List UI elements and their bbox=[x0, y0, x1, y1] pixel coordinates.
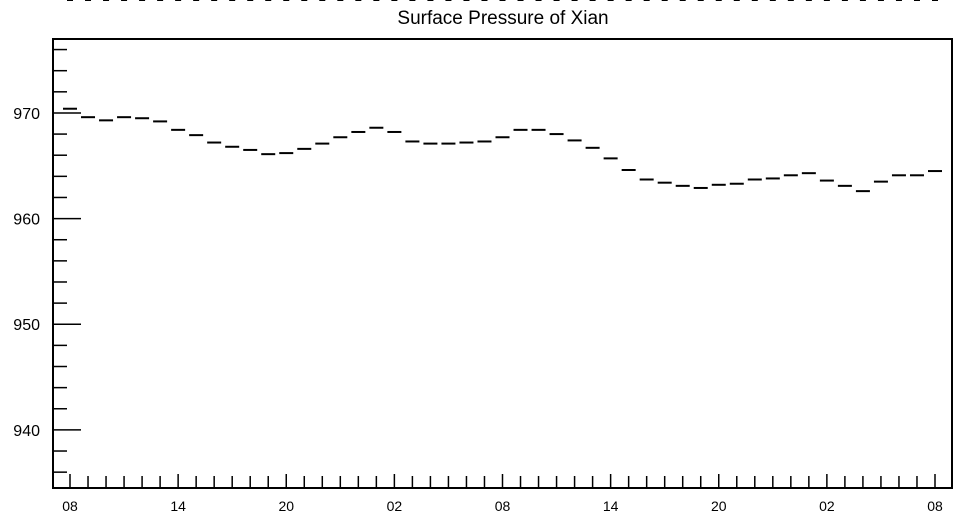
box bbox=[567, 0, 582, 142]
box bbox=[657, 0, 672, 184]
x-tick-label: 02 bbox=[387, 498, 403, 514]
x-tick-label: 14 bbox=[603, 498, 619, 514]
chart-title: Surface Pressure of Xian bbox=[397, 8, 608, 29]
x-tick-label: 20 bbox=[278, 498, 294, 514]
x-tick-label: 20 bbox=[711, 498, 727, 514]
box bbox=[297, 0, 312, 150]
box bbox=[801, 0, 816, 175]
box bbox=[423, 0, 438, 145]
box bbox=[891, 0, 906, 177]
box bbox=[351, 0, 366, 133]
box bbox=[387, 0, 402, 133]
box bbox=[819, 0, 834, 182]
plot-frame bbox=[52, 38, 953, 489]
box bbox=[243, 0, 258, 151]
y-tick-label: 940 bbox=[13, 423, 40, 440]
box bbox=[81, 0, 96, 119]
x-tick-label: 08 bbox=[62, 498, 78, 514]
box bbox=[837, 0, 852, 187]
x-tick-label: 02 bbox=[819, 498, 835, 514]
box bbox=[603, 0, 618, 160]
box bbox=[531, 0, 546, 131]
box bbox=[513, 0, 528, 131]
box bbox=[171, 0, 186, 131]
box bbox=[63, 0, 77, 110]
box bbox=[189, 0, 204, 137]
box bbox=[639, 0, 654, 181]
x-tick-label: 14 bbox=[170, 498, 186, 514]
box bbox=[783, 0, 798, 177]
box bbox=[207, 0, 222, 144]
box bbox=[928, 0, 942, 173]
box bbox=[153, 0, 168, 123]
box bbox=[279, 0, 294, 155]
box bbox=[873, 0, 888, 183]
y-tick-label: 970 bbox=[13, 106, 40, 123]
box bbox=[549, 0, 564, 136]
box bbox=[729, 0, 744, 185]
box bbox=[405, 0, 420, 143]
y-axis: 940 950 960 970 bbox=[13, 48, 81, 473]
box bbox=[477, 0, 492, 143]
x-axis: 08 14 20 02 08 14 20 02 08 bbox=[62, 474, 943, 514]
box bbox=[333, 0, 348, 139]
box bbox=[135, 0, 150, 120]
box bbox=[225, 0, 240, 148]
box bbox=[495, 0, 510, 139]
box bbox=[747, 0, 762, 181]
box bbox=[117, 0, 132, 119]
box bbox=[855, 0, 870, 193]
box bbox=[693, 0, 708, 189]
box bbox=[315, 0, 330, 145]
box bbox=[369, 0, 384, 129]
box bbox=[711, 0, 726, 186]
x-tick-label: 08 bbox=[927, 498, 943, 514]
box bbox=[459, 0, 474, 144]
box bbox=[675, 0, 690, 187]
box bbox=[585, 0, 600, 149]
box bbox=[621, 0, 636, 172]
box bbox=[441, 0, 456, 145]
x-tick-label: 08 bbox=[495, 498, 511, 514]
box bbox=[765, 0, 780, 180]
box bbox=[909, 0, 924, 177]
box bbox=[99, 0, 114, 122]
y-tick-label: 960 bbox=[13, 212, 40, 229]
y-tick-label: 950 bbox=[13, 317, 40, 334]
box-series bbox=[63, 0, 942, 193]
box bbox=[261, 0, 276, 156]
